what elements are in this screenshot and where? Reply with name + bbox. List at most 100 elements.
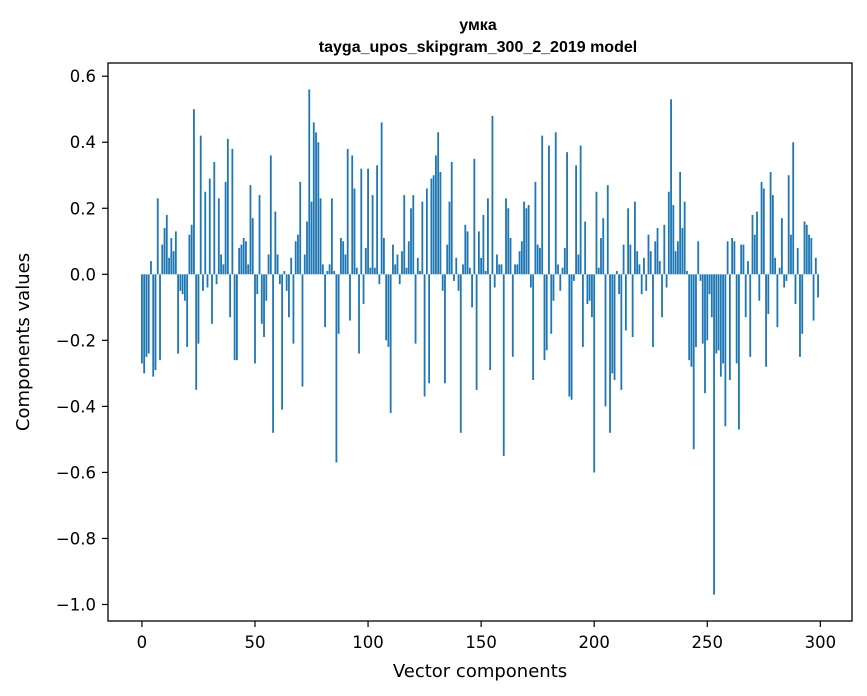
bar-287 xyxy=(790,234,792,275)
bar-42 xyxy=(236,274,238,361)
bar-74 xyxy=(308,89,311,275)
bar-269 xyxy=(749,274,752,357)
bar-95 xyxy=(355,267,358,275)
bar-274 xyxy=(760,181,763,275)
bar-156 xyxy=(493,274,496,288)
bar-5 xyxy=(152,274,155,377)
bar-27 xyxy=(202,274,204,291)
bar-81 xyxy=(324,274,326,328)
bar-66 xyxy=(290,257,293,275)
bar-118 xyxy=(407,241,410,275)
bar-250 xyxy=(706,274,709,341)
bar-203 xyxy=(600,237,602,275)
bar-141 xyxy=(459,274,462,433)
bar-261 xyxy=(731,237,734,275)
bar-104 xyxy=(376,165,379,275)
bar-10 xyxy=(163,228,166,275)
bar-162 xyxy=(507,208,510,275)
bar-199 xyxy=(591,274,593,318)
bar-164 xyxy=(511,274,514,357)
bar-195 xyxy=(581,274,584,347)
bar-178 xyxy=(543,274,546,361)
bar-41 xyxy=(233,274,236,361)
bar-30 xyxy=(208,178,211,275)
bar-256 xyxy=(719,274,722,377)
bar-218 xyxy=(634,201,636,275)
bar-146 xyxy=(471,274,473,308)
bar-180 xyxy=(548,145,550,275)
bar-60 xyxy=(276,254,279,275)
bar-85 xyxy=(333,271,336,275)
bar-94 xyxy=(353,188,356,275)
bar-112 xyxy=(394,264,397,275)
chart-title: умка xyxy=(459,17,497,34)
bar-202 xyxy=(597,267,600,275)
bar-129 xyxy=(432,175,435,275)
bar-97 xyxy=(360,168,363,275)
bar-194 xyxy=(579,145,582,275)
bar-98 xyxy=(362,274,365,305)
bar-120 xyxy=(412,195,415,275)
bar-161 xyxy=(505,198,507,275)
bar-39 xyxy=(229,274,232,318)
bar-242 xyxy=(688,274,691,361)
bar-204 xyxy=(602,218,605,275)
bar-71 xyxy=(301,274,304,387)
bar-297 xyxy=(812,274,815,321)
bar-299 xyxy=(817,274,819,298)
bar-65 xyxy=(288,274,290,318)
bar-272 xyxy=(756,211,758,275)
bar-131 xyxy=(437,132,440,275)
bar-126 xyxy=(425,188,428,275)
bar-91 xyxy=(346,148,349,275)
bar-21 xyxy=(188,234,191,275)
bar-214 xyxy=(624,274,627,331)
bar-200 xyxy=(593,274,596,473)
bar-29 xyxy=(206,274,209,288)
bar-296 xyxy=(810,237,813,275)
bar-92 xyxy=(349,274,351,321)
bar-227 xyxy=(654,241,657,275)
y-tick-label: −1.0 xyxy=(56,595,96,614)
bar-101 xyxy=(369,267,372,275)
bar-187 xyxy=(563,247,566,275)
bar-177 xyxy=(541,135,544,275)
bar-84 xyxy=(330,198,333,275)
bar-284 xyxy=(783,274,786,288)
bar-83 xyxy=(328,264,331,275)
bar-263 xyxy=(735,274,738,364)
bar-142 xyxy=(462,264,464,275)
bar-73 xyxy=(306,221,308,275)
bar-37 xyxy=(224,181,227,275)
bar-70 xyxy=(299,181,302,275)
bar-189 xyxy=(568,274,571,397)
bar-147 xyxy=(473,158,476,275)
bar-38 xyxy=(226,138,229,275)
bar-285 xyxy=(785,274,788,281)
bar-245 xyxy=(695,274,697,347)
bar-186 xyxy=(561,267,564,275)
bar-114 xyxy=(398,274,401,285)
bar-106 xyxy=(380,122,383,275)
bar-293 xyxy=(803,221,806,275)
bar-175 xyxy=(536,244,539,275)
bar-135 xyxy=(446,244,449,275)
bar-50 xyxy=(254,274,256,364)
bar-239 xyxy=(681,228,684,275)
bar-93 xyxy=(351,155,354,275)
bar-188 xyxy=(566,152,568,275)
bar-232 xyxy=(665,274,668,288)
bar-213 xyxy=(622,244,625,275)
bar-18 xyxy=(181,274,184,295)
bar-44 xyxy=(240,244,243,275)
x-tick-label: 200 xyxy=(578,633,610,652)
bar-196 xyxy=(584,221,587,275)
bar-25 xyxy=(197,274,200,344)
bar-3 xyxy=(147,274,150,354)
bar-132 xyxy=(439,171,442,275)
bar-291 xyxy=(799,274,801,357)
bar-252 xyxy=(710,274,713,318)
bar-268 xyxy=(747,261,749,275)
bar-69 xyxy=(297,234,299,275)
bar-208 xyxy=(611,274,614,374)
